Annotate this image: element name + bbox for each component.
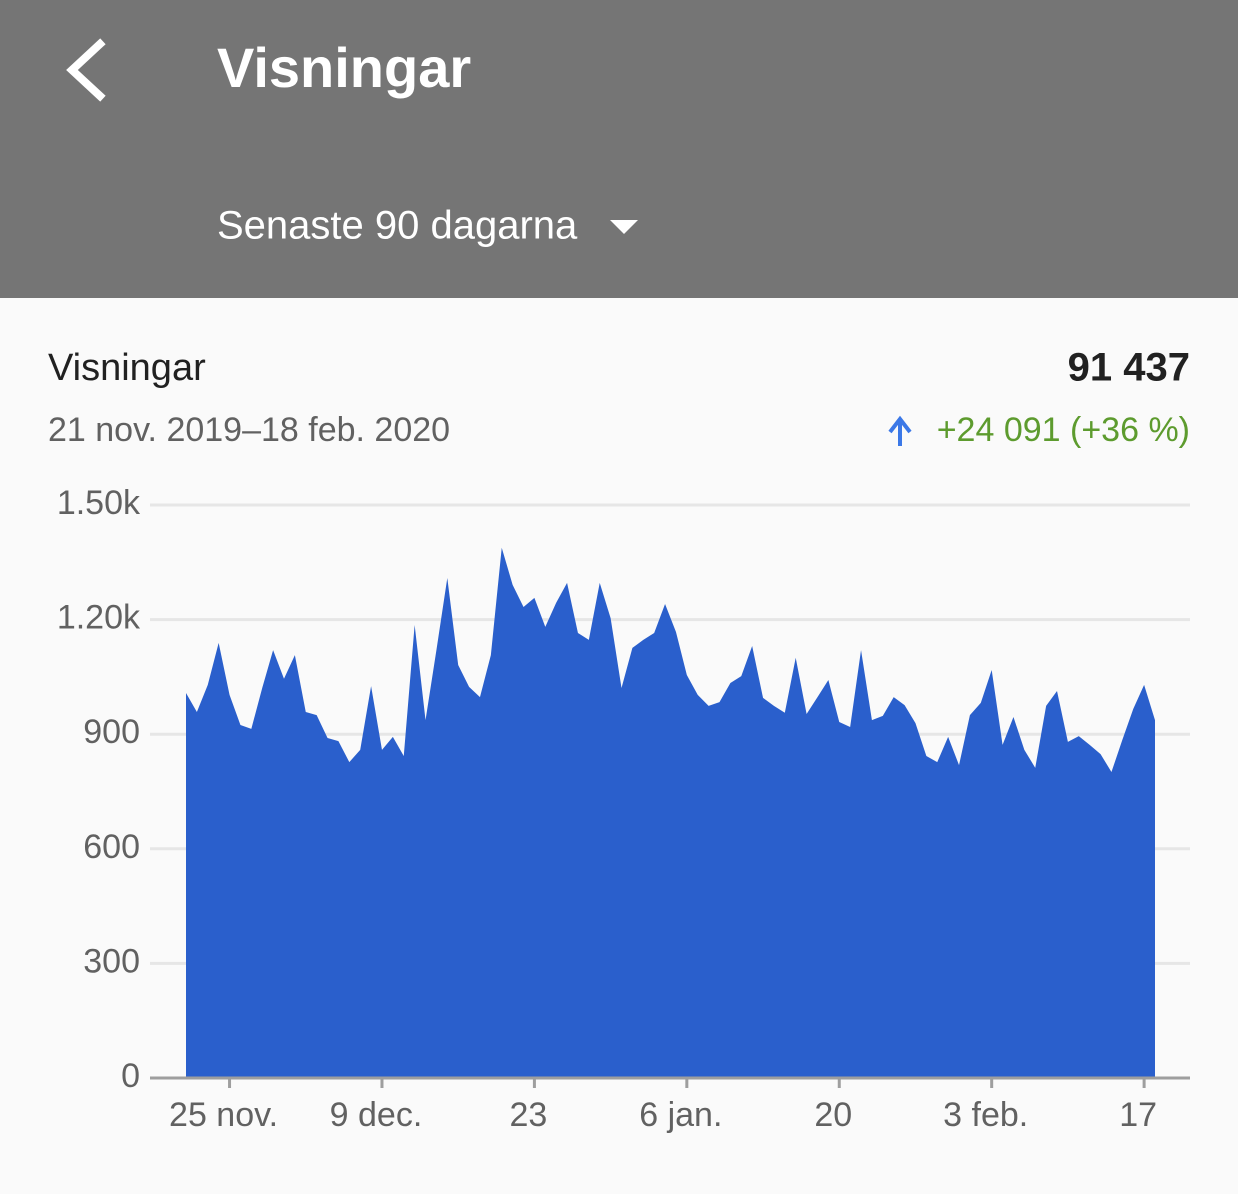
x-tick-label: 23 (509, 1096, 547, 1134)
date-range: 21 nov. 2019–18 feb. 2020 (48, 411, 450, 449)
y-tick-label: 900 (83, 713, 140, 751)
metric-total: 91 437 (1068, 346, 1190, 390)
x-tick-label: 3 feb. (943, 1096, 1028, 1134)
period-selector[interactable]: Senaste 90 dagarna (217, 204, 578, 248)
x-tick-label: 6 jan. (639, 1096, 722, 1134)
x-tick-label: 9 dec. (330, 1096, 423, 1134)
app-bar (0, 0, 1238, 298)
y-tick-label: 600 (83, 828, 140, 866)
up-arrow (888, 415, 912, 446)
change: +24 091 (+36 %) (937, 411, 1190, 449)
back-button[interactable] (66, 38, 106, 102)
metric-title: Visningar (48, 347, 206, 389)
y-tick-label: 0 (121, 1057, 140, 1095)
x-tick-label: 17 (1119, 1096, 1157, 1134)
area (186, 547, 1155, 1078)
app-title: Visningar (217, 36, 471, 99)
dropdown-arrow[interactable] (610, 220, 638, 234)
y-tick-label: 300 (83, 942, 140, 980)
x-tick-label: 20 (814, 1096, 852, 1134)
x-tick-label: 25 nov. (169, 1096, 278, 1134)
y-tick-label: 1.20k (57, 599, 141, 637)
y-tick-label: 1.50k (57, 484, 141, 522)
